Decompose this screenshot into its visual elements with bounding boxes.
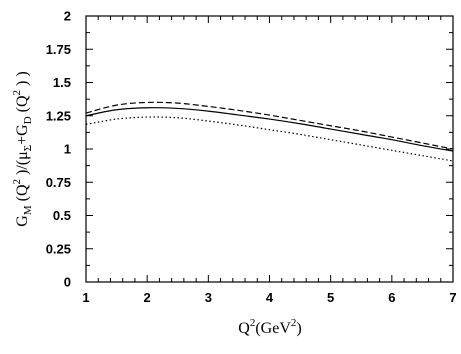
x-tick-label: 5 bbox=[327, 290, 334, 305]
y-tick-label: 1.25 bbox=[46, 108, 71, 123]
y-tick-label: 0.5 bbox=[53, 208, 71, 223]
x-tick-label: 4 bbox=[266, 290, 274, 305]
y-ticks: 0 0.25 0.5 0.75 1 1.25 1.5 1.75 2 bbox=[46, 9, 453, 290]
y-tick-label: 0.75 bbox=[46, 175, 71, 190]
series-line-solid bbox=[85, 107, 454, 152]
plot-frame bbox=[85, 15, 454, 283]
x-axis-title: Q2(GeV2) bbox=[238, 317, 301, 337]
series-line-dotted bbox=[85, 116, 454, 162]
y-tick-label: 1.75 bbox=[46, 42, 71, 57]
y-tick-label: 2 bbox=[64, 9, 71, 24]
y-tick-label: 0.25 bbox=[46, 241, 71, 256]
x-tick-label: 6 bbox=[388, 290, 395, 305]
x-tick-label: 1 bbox=[82, 290, 89, 305]
x-tick-label: 3 bbox=[205, 290, 212, 305]
series-group bbox=[85, 101, 454, 162]
y-axis-title: GM (Q2 )/(μΣ+GD (Q2 ) ) bbox=[11, 71, 34, 226]
series-line-dashed bbox=[85, 101, 454, 150]
y-tick-label: 0 bbox=[64, 275, 71, 290]
y-tick-label: 1.5 bbox=[53, 75, 71, 90]
x-ticks: 1 2 3 4 5 6 7 bbox=[82, 16, 457, 305]
y-tick-label: 1 bbox=[64, 142, 71, 157]
x-tick-label: 7 bbox=[449, 290, 456, 305]
x-tick-label: 2 bbox=[144, 290, 151, 305]
